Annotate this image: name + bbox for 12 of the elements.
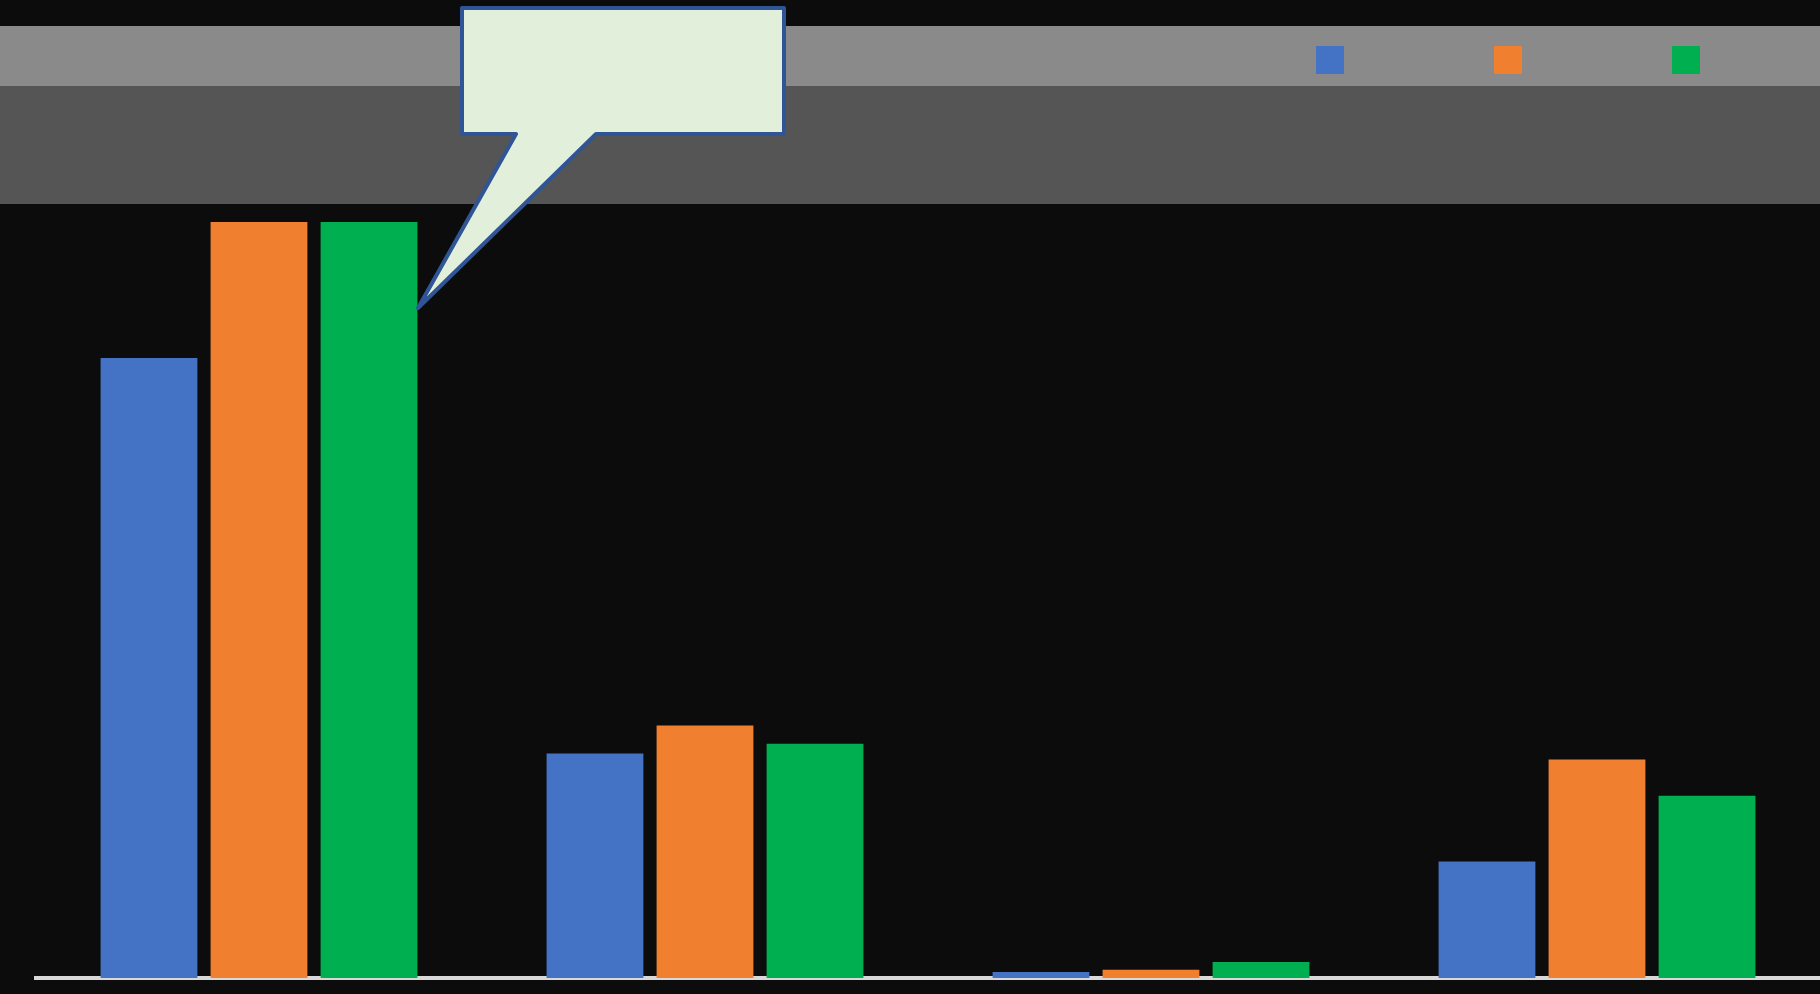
bar (100, 358, 198, 978)
bar (992, 971, 1090, 978)
bar (1658, 795, 1756, 978)
bar (766, 743, 864, 978)
bar (1212, 962, 1310, 978)
bar (320, 222, 418, 978)
bar (1438, 861, 1536, 978)
bar (1102, 969, 1200, 978)
bar (210, 222, 308, 978)
bar (656, 725, 754, 978)
bar (546, 753, 644, 978)
bar (1548, 759, 1646, 978)
